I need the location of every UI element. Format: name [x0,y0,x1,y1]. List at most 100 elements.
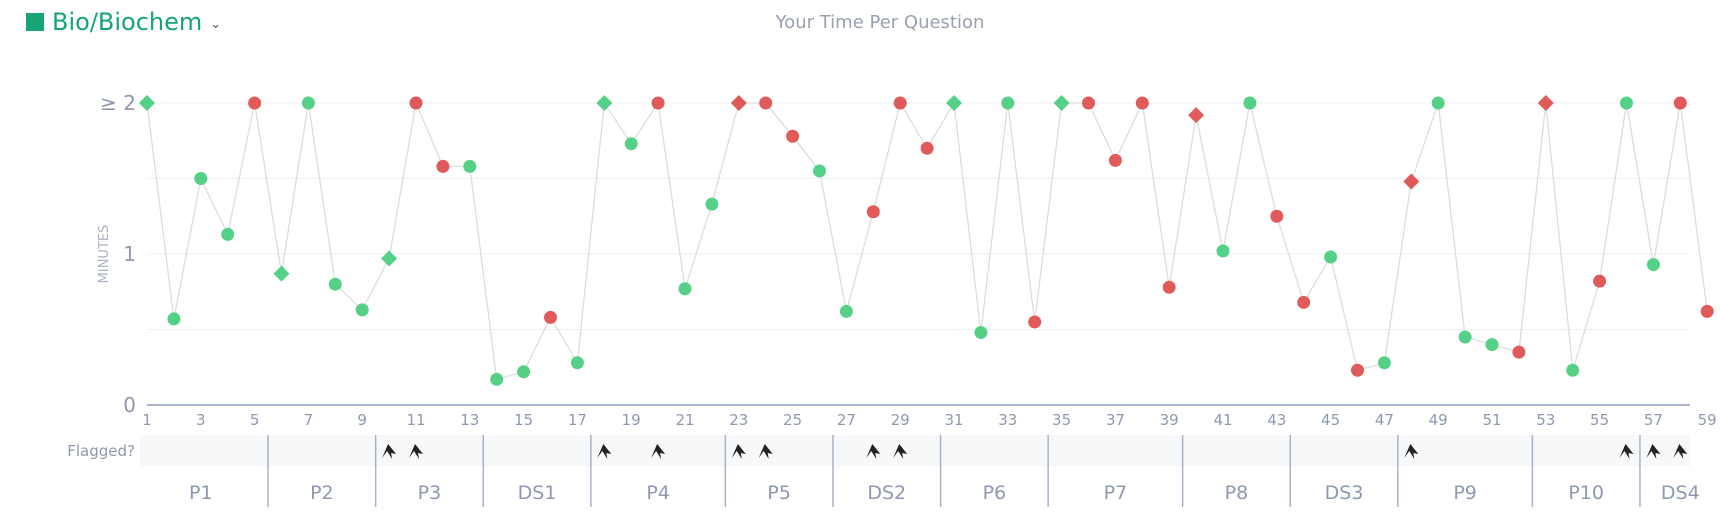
data-point [221,227,235,241]
data-point [570,356,584,370]
passage-label: P10 [1568,482,1604,504]
flag-icon [1673,444,1688,459]
data-point [1108,153,1122,167]
data-point [1512,345,1526,359]
subject-label: Bio/Biochem [52,8,203,36]
data-point [355,303,369,317]
data-point [624,137,638,151]
x-tick-label: 7 [304,411,314,429]
data-point [1028,315,1042,329]
passage-label: P8 [1225,482,1249,504]
flag-icon [1404,444,1419,459]
x-tick-label: 27 [837,411,856,429]
data-point [974,326,988,340]
passage-label: DS2 [867,482,906,504]
flag-icon [409,444,423,459]
flagged-row-background [140,435,1690,467]
data-point [1243,96,1257,110]
x-tick-label: 21 [675,411,694,429]
data-point [813,164,826,178]
passage-label: P9 [1453,482,1477,504]
data-point [759,96,773,110]
flag-icon [731,444,746,459]
y-tick-label: ≥ 2 [100,91,136,115]
data-point [651,96,665,110]
x-tick-label: 15 [514,411,533,429]
flag-icon [758,444,773,459]
flag-icon [1619,444,1634,459]
x-tick-label: 59 [1698,411,1717,429]
header-bar: Bio/Biochem ⌄ Your Time Per Question [0,0,1720,48]
data-point [490,372,504,386]
flagged-row: Flagged? [67,435,1690,467]
subject-dropdown[interactable]: Bio/Biochem ⌄ [26,8,221,36]
data-point-diamond [730,95,747,111]
data-point [1700,304,1714,318]
flag-icon [866,444,881,459]
data-point [920,141,934,155]
data-point [1673,96,1687,110]
chart-title: Your Time Per Question [775,12,985,33]
data-point [1324,250,1338,264]
x-tick-label: 39 [1160,411,1179,429]
data-point [248,96,262,110]
data-point-diamond [1537,95,1554,111]
x-tick-label: 37 [1106,411,1125,429]
flag-icon [651,444,666,459]
data-point [1216,244,1230,258]
x-tick-label: 33 [998,411,1017,429]
data-point-diamond [1188,107,1205,124]
y-axis-label: MINUTES [97,225,112,284]
data-point [1270,209,1284,223]
flag-icon [382,444,397,459]
data-point [1351,363,1364,377]
passage-label: P7 [1104,482,1128,504]
data-point [1162,280,1176,294]
data-point [517,365,531,379]
data-point-diamond [381,250,398,267]
data-point [678,282,692,296]
x-tick-label: 9 [357,411,367,429]
data-point-diamond [273,265,290,282]
passage-label: P4 [646,482,670,504]
x-tick-label: 53 [1536,411,1555,429]
data-point [893,96,907,110]
x-tick-label: 3 [196,411,206,429]
data-point [1431,96,1445,110]
subject-color-swatch [26,13,44,31]
passage-label: DS1 [518,482,557,504]
data-point [544,310,557,324]
x-tick-label: 25 [783,411,802,429]
x-tick-label: 51 [1482,411,1501,429]
passage-label: P2 [310,482,334,504]
data-point [1082,96,1095,110]
x-tick-label: 31 [944,411,963,429]
data-point-diamond [946,95,962,111]
y-tick-label: 0 [123,393,136,417]
data-point [839,304,853,318]
data-points [139,95,1714,386]
grid-lines [147,102,1690,330]
x-tick-label: 35 [1052,411,1071,429]
chevron-down-icon[interactable]: ⌄ [210,16,222,32]
x-tick-label: 11 [406,411,425,429]
x-tick-label: 41 [1213,411,1232,429]
passage-row: P1 P2 P3 DS1 P4 P5 DS2 P6 P7 P8 DS3 P9 P10 DS4 [189,435,1700,507]
passage-label: P5 [767,482,791,504]
data-point [1458,330,1472,344]
data-point [1135,96,1149,110]
x-tick-label: 57 [1644,411,1663,429]
flag-icon [597,444,612,459]
x-tick-label: 1 [142,411,152,429]
x-tick-label: 55 [1590,411,1609,429]
passage-label: DS3 [1325,482,1364,504]
data-point [167,312,181,326]
data-point [409,96,423,110]
data-point [1620,96,1633,110]
data-point [301,96,315,110]
data-point-diamond [1403,173,1420,190]
flag-icon [893,444,908,459]
flag-icon [1646,444,1661,459]
passage-label: P3 [418,482,442,504]
